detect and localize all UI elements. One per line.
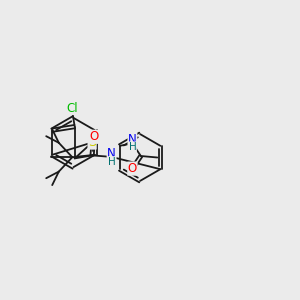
Text: Cl: Cl xyxy=(66,101,77,115)
Text: H: H xyxy=(108,157,116,167)
Text: H: H xyxy=(129,142,136,152)
Text: N: N xyxy=(107,147,116,160)
Text: N: N xyxy=(128,133,137,146)
Text: O: O xyxy=(89,130,98,143)
Text: O: O xyxy=(128,162,137,175)
Text: S: S xyxy=(88,136,96,149)
